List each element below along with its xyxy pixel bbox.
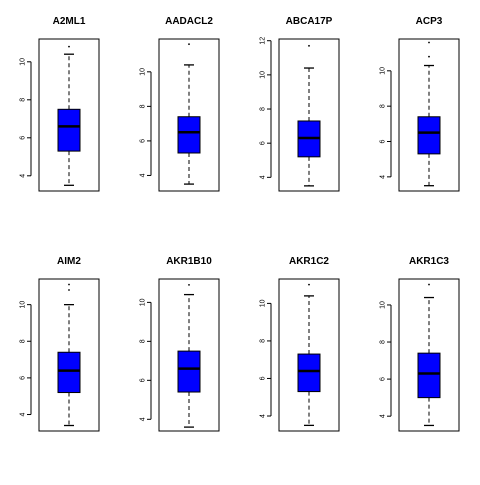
y-tick-label: 12 — [260, 37, 267, 45]
y-tick-label: 8 — [380, 104, 387, 108]
iqr-box — [417, 352, 441, 399]
outlier-point — [68, 283, 70, 286]
boxplot-panel: AKR1C3 4 6 8 10 — [380, 256, 460, 432]
outlier-point — [308, 283, 310, 286]
outlier-point — [308, 44, 310, 47]
y-tick-label: 8 — [140, 104, 147, 108]
panel-title: AADACL2 — [165, 16, 213, 27]
y-tick-label: 6 — [20, 376, 27, 380]
outlier-point — [68, 289, 70, 291]
y-tick-label: 10 — [140, 298, 147, 306]
boxplot-panel: AKR1B10 4 6 8 10 — [140, 256, 220, 432]
y-tick-label: 4 — [380, 414, 387, 418]
plot-frame — [38, 38, 100, 192]
plot-frame — [158, 38, 220, 192]
y-tick-label: 10 — [140, 68, 147, 76]
boxplot-panel: AIM2 4 6 8 10 — [20, 256, 100, 432]
boxplot-panel: A2ML1 4 6 8 10 — [20, 16, 100, 192]
outlier-point — [428, 41, 430, 44]
y-tick-label: 10 — [380, 67, 387, 75]
y-tick-label: 4 — [380, 175, 387, 179]
y-tick-label: 10 — [20, 58, 27, 66]
panel-title: AKR1B10 — [166, 256, 212, 267]
panel-title: ACP3 — [416, 16, 443, 27]
panel-title: A2ML1 — [53, 16, 86, 27]
outlier-point — [188, 43, 190, 46]
iqr-box — [177, 116, 201, 154]
outlier-point — [428, 55, 430, 58]
y-tick-label: 8 — [20, 98, 27, 102]
y-tick-label: 10 — [260, 71, 267, 79]
y-tick-label: 4 — [140, 173, 147, 177]
y-tick-label: 10 — [260, 299, 267, 307]
y-tick-label: 8 — [140, 339, 147, 343]
panel-title: AKR1C3 — [409, 256, 449, 267]
outlier-point — [68, 45, 70, 48]
boxplot-panel: AADACL2 4 6 8 10 — [140, 16, 220, 192]
iqr-box — [57, 351, 81, 394]
iqr-box — [417, 116, 441, 155]
outlier-point — [428, 283, 430, 286]
plot-frame — [398, 38, 460, 192]
outlier-point — [188, 283, 190, 286]
y-tick-label: 4 — [20, 412, 27, 416]
y-tick-label: 6 — [380, 377, 387, 381]
y-tick-label: 10 — [20, 301, 27, 309]
plot-frame — [278, 38, 340, 192]
iqr-box — [297, 353, 321, 393]
y-tick-label: 8 — [260, 339, 267, 343]
y-tick-label: 6 — [20, 136, 27, 140]
y-tick-label: 10 — [380, 301, 387, 309]
y-tick-label: 4 — [260, 414, 267, 418]
y-tick-label: 6 — [140, 378, 147, 382]
y-tick-label: 8 — [20, 339, 27, 343]
boxplot-panel: AKR1C2 4 6 8 10 — [260, 256, 340, 432]
y-tick-label: 6 — [140, 139, 147, 143]
panel-title: AKR1C2 — [289, 256, 329, 267]
boxplot-panel: ACP3 4 6 8 10 — [380, 16, 460, 192]
y-tick-label: 4 — [140, 417, 147, 421]
y-tick-label: 8 — [260, 107, 267, 111]
panel-title: ABCA17P — [286, 16, 333, 27]
panel-title: AIM2 — [57, 256, 81, 267]
y-tick-label: 8 — [380, 340, 387, 344]
plot-frame — [38, 278, 100, 432]
plot-frame — [278, 278, 340, 432]
iqr-box — [57, 108, 81, 152]
y-tick-label: 4 — [20, 174, 27, 178]
y-tick-label: 6 — [380, 139, 387, 143]
boxplot-panel: ABCA17P 4 6 8 10 12 — [260, 16, 340, 192]
plot-frame — [398, 278, 460, 432]
y-tick-label: 6 — [260, 141, 267, 145]
iqr-box — [177, 350, 201, 393]
y-tick-label: 4 — [260, 175, 267, 179]
y-tick-label: 6 — [260, 376, 267, 380]
plot-frame — [158, 278, 220, 432]
